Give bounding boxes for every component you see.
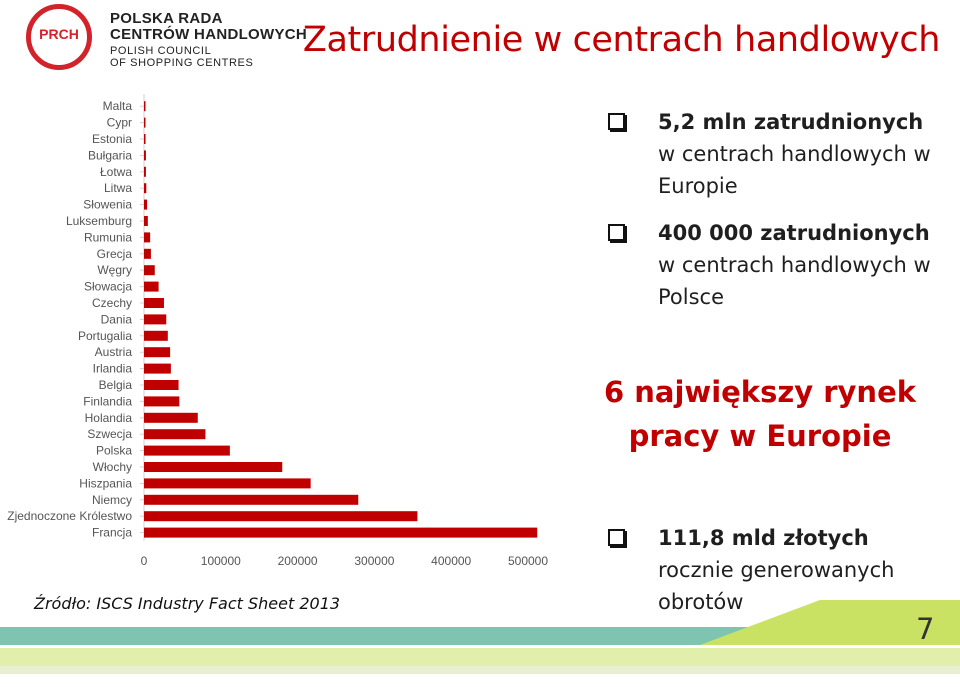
bar xyxy=(144,101,146,112)
x-tick-label: 400000 xyxy=(431,554,471,568)
checkbox-bullet-icon xyxy=(608,529,625,546)
category-label: Cypr xyxy=(107,116,132,130)
x-tick-label: 500000 xyxy=(508,554,548,568)
bar xyxy=(144,232,151,243)
page-number: 7 xyxy=(916,612,935,646)
category-label: Łotwa xyxy=(100,165,132,179)
lime-stripe xyxy=(700,600,960,645)
bullet-rest: w centrach handlowych w Polsce xyxy=(658,253,931,309)
bar xyxy=(144,281,159,292)
bar xyxy=(144,527,538,538)
category-label: Niemcy xyxy=(92,493,132,507)
decorative-footer-bands xyxy=(0,600,960,674)
bar xyxy=(144,183,147,194)
category-label: Włochy xyxy=(93,460,132,474)
logo-line-4: OF SHOPPING CENTRES xyxy=(110,57,254,69)
category-label: Malta xyxy=(103,99,133,113)
category-label: Luksemburg xyxy=(66,214,132,228)
logo-circle-icon xyxy=(26,4,92,70)
bar xyxy=(144,314,167,325)
bar xyxy=(144,199,148,210)
bullet-europe: 5,2 mln zatrudnionych w centrach handlowy… xyxy=(608,106,938,202)
category-label: Słowenia xyxy=(83,198,132,212)
bar xyxy=(144,478,311,489)
pale-band xyxy=(0,666,960,674)
bullet-bold: 111,8 mld złotych xyxy=(658,526,869,550)
logo-line-3: POLISH COUNCIL xyxy=(110,45,212,57)
bar xyxy=(144,511,418,522)
bullet-turnover: 111,8 mld złotych rocznie generowanych ob… xyxy=(608,522,938,618)
category-label: Czechy xyxy=(92,296,132,310)
logo-line-1: POLSKA RADA xyxy=(110,10,223,27)
bar xyxy=(144,347,171,358)
checkbox-bullet-icon xyxy=(608,224,625,241)
bullet-bold: 5,2 mln zatrudnionych xyxy=(658,110,924,134)
x-tick-label: 300000 xyxy=(354,554,394,568)
bullet-rest: w centrach handlowych w Europie xyxy=(658,142,931,198)
bar xyxy=(144,265,155,276)
employment-bar-chart: Malta Cypr Estonia Bułgaria Łotwa Litwa Słowen… xyxy=(7,94,548,568)
category-label: Irlandia xyxy=(93,362,133,376)
category-label: Polska xyxy=(96,444,132,458)
bar xyxy=(144,445,230,456)
bar xyxy=(144,298,164,308)
bullet-poland: 400 000 zatrudnionych w centrach handlow… xyxy=(608,217,938,313)
x-tick-label: 100000 xyxy=(201,554,241,568)
category-label: Hiszpania xyxy=(79,476,132,490)
bar xyxy=(144,166,146,177)
bar xyxy=(144,248,151,259)
slide-title: Zatrudnienie w centrach handlowych xyxy=(302,20,941,60)
bullet-rest: rocznie generowanych obrotów xyxy=(658,558,895,614)
category-label: Litwa xyxy=(104,181,132,195)
category-label: Belgia xyxy=(99,378,133,392)
category-label: Austria xyxy=(95,345,133,359)
bar xyxy=(144,429,206,440)
prch-logo: PRCH POLSKA RADA CENTRÓW HANDLOWYCH POLI… xyxy=(26,4,316,74)
bullet-text: 5,2 mln zatrudnionych w centrach handlowy… xyxy=(658,106,938,202)
logo-badge-text: PRCH xyxy=(39,26,79,42)
bar xyxy=(144,380,179,390)
bar xyxy=(144,134,146,144)
bar xyxy=(144,363,171,374)
bar xyxy=(144,150,146,161)
category-label: Szwecja xyxy=(87,427,132,441)
bullet-text: 400 000 zatrudnionych w centrach handlow… xyxy=(658,217,938,313)
bar xyxy=(144,216,148,226)
x-tick-label: 200000 xyxy=(278,554,318,568)
category-label: Estonia xyxy=(92,132,132,146)
source-note: Źródło: ISCS Industry Fact Sheet 2013 xyxy=(34,594,341,613)
bar xyxy=(144,330,168,341)
category-label: Zjednoczone Królestwo xyxy=(7,509,132,523)
bar xyxy=(144,412,198,423)
bar xyxy=(144,117,146,128)
bullet-bold: 400 000 zatrudnionych xyxy=(658,221,930,245)
x-tick-label: 0 xyxy=(141,554,148,568)
bar xyxy=(144,494,359,505)
category-label: Węgry xyxy=(97,263,132,277)
bar xyxy=(144,396,180,407)
logo-line-2: CENTRÓW HANDLOWYCH xyxy=(110,26,308,43)
category-label: Finlandia xyxy=(83,394,132,408)
category-label: Bułgaria xyxy=(88,148,132,162)
category-label: Słowacja xyxy=(84,280,132,294)
category-label: Portugalia xyxy=(78,329,132,343)
category-label: Dania xyxy=(101,312,133,326)
category-label: Holandia xyxy=(85,411,133,425)
bullet-text: 111,8 mld złotych rocznie generowanych ob… xyxy=(658,522,938,618)
highlight-text: 6 największy rynek pracy w Europie xyxy=(603,375,917,453)
category-label: Grecja xyxy=(97,247,133,261)
lime-band xyxy=(0,648,960,666)
category-label: Rumunia xyxy=(84,230,132,244)
checkbox-bullet-icon xyxy=(608,113,625,130)
category-label: Francja xyxy=(92,526,132,540)
bar xyxy=(144,462,283,472)
